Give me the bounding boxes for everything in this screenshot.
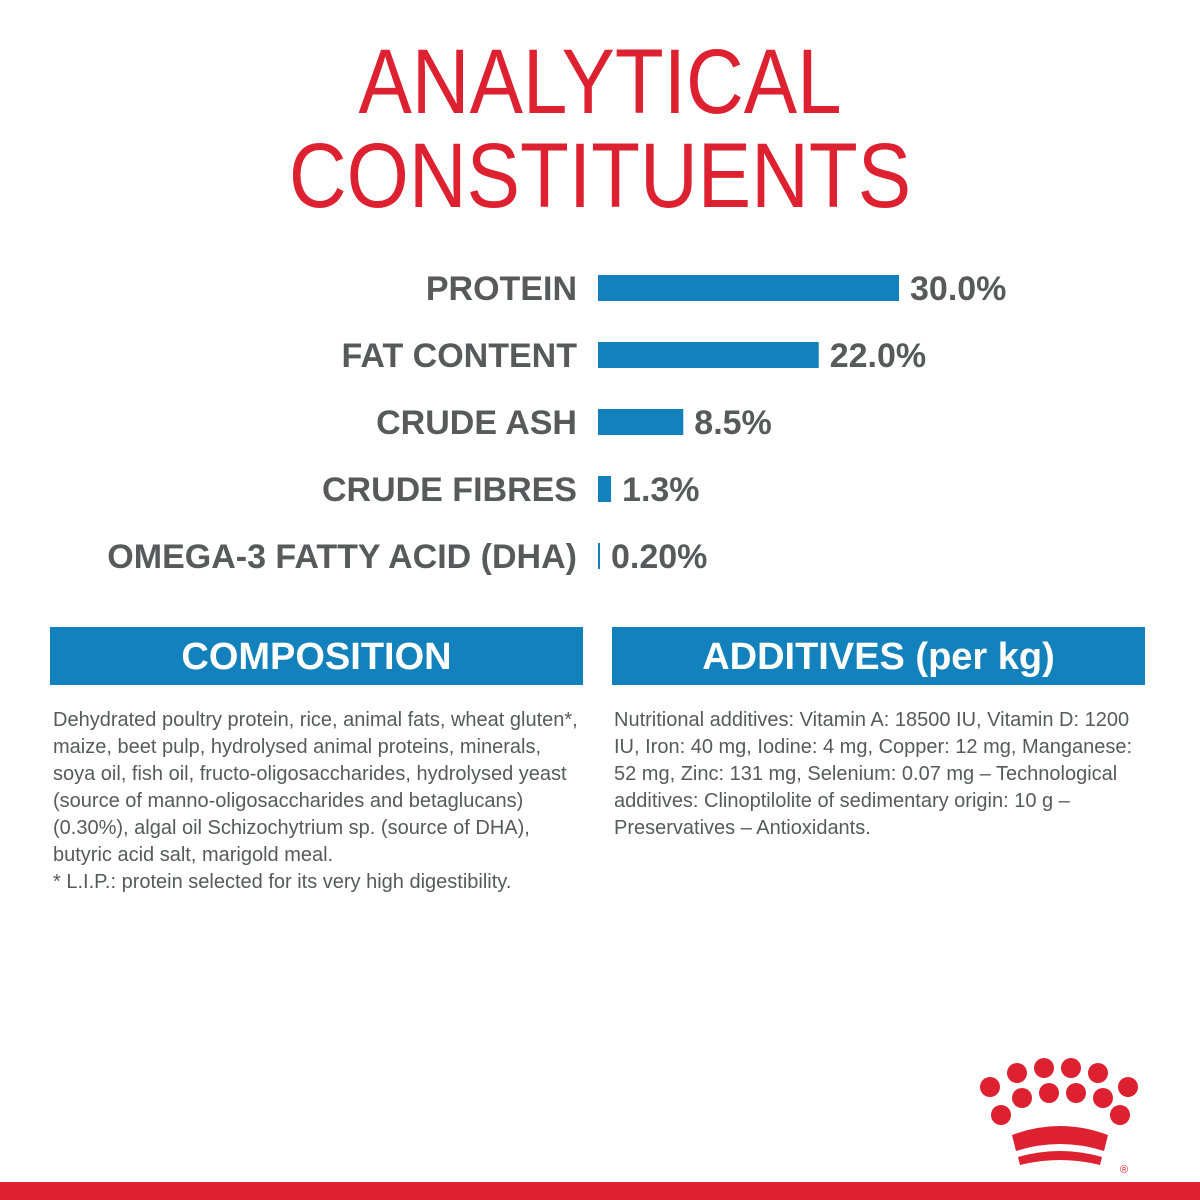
additives-line: Preservatives – Antioxidants. [614, 817, 871, 839]
composition-line: maize, beet pulp, hydrolysed animal prot… [53, 736, 542, 758]
additives-header: ADDITIVES (per kg) [612, 627, 1145, 685]
composition-text: Dehydrated poultry protein, rice, animal… [53, 707, 583, 896]
composition-line: soya oil, fish oil, fructo-oligosacchari… [53, 763, 567, 785]
analytical-constituents-chart: PROTEIN 30.0% FAT CONTENT 22.0% CRUDE ASH 8.5… [107, 270, 1006, 576]
bar [598, 342, 819, 368]
crown-logo-icon: ® [980, 1058, 1138, 1176]
composition-footnote: * L.I.P.: protein selected for its very … [53, 871, 512, 893]
value-label: 30.0% [910, 270, 1006, 308]
registered-mark: ® [1120, 1164, 1128, 1176]
page-title-line-2: CONSTITUENTS [288, 124, 912, 227]
composition-line: (0.30%), algal oil Schizochytrium sp. (s… [53, 817, 530, 839]
additives-line: 52 mg, Zinc: 131 mg, Selenium: 0.07 mg –… [614, 763, 1118, 785]
additives-line: additives: Clinoptilolite of sedimentary… [614, 790, 1070, 812]
value-label: 1.3% [622, 471, 700, 509]
composition-line: butyric acid salt, marigold meal. [53, 844, 334, 866]
category-label: CRUDE ASH [376, 404, 577, 442]
composition-header: COMPOSITION [50, 627, 583, 685]
bar [598, 476, 612, 502]
bar [598, 409, 684, 435]
composition-line: (source of manno-oligosaccharides and be… [53, 790, 524, 812]
additives-text: Nutritional additives: Vitamin A: 18500 … [614, 707, 1144, 842]
composition-line: Dehydrated poultry protein, rice, animal… [53, 709, 578, 731]
bar [598, 275, 899, 301]
value-label: 22.0% [830, 337, 926, 375]
additives-line: IU, Iron: 40 mg, Iodine: 4 mg, Copper: 1… [614, 736, 1133, 758]
brand-bottom-bar [0, 1182, 1200, 1200]
value-label: 0.20% [611, 538, 707, 576]
value-label: 8.5% [694, 404, 772, 442]
bar [598, 543, 601, 569]
category-label: CRUDE FIBRES [322, 471, 577, 509]
category-label: PROTEIN [426, 270, 577, 308]
page-title-line-1: ANALYTICAL [358, 30, 842, 133]
additives-line: Nutritional additives: Vitamin A: 18500 … [614, 709, 1130, 731]
category-label: FAT CONTENT [342, 337, 578, 375]
category-label: OMEGA-3 FATTY ACID (DHA) [107, 538, 577, 576]
